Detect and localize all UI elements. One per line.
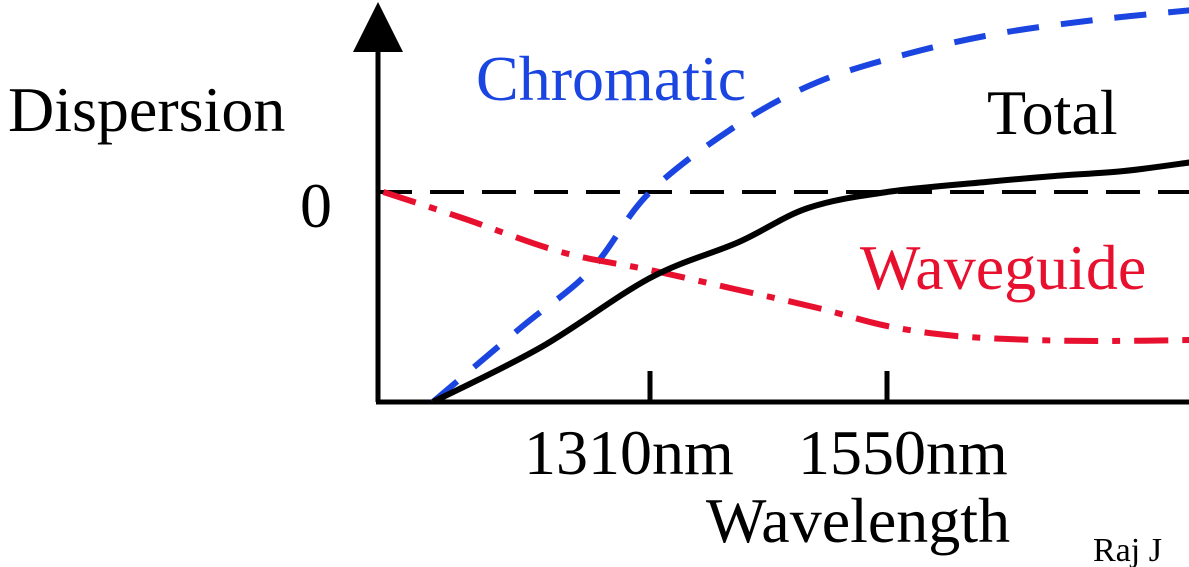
x-axis-label: Wavelength (706, 485, 1010, 556)
x-tick-label-1310: 1310nm (524, 417, 734, 488)
credit-text: Raj J (1093, 532, 1162, 567)
series-waveguide-line (382, 189, 1189, 345)
x-tick-label-1550: 1550nm (798, 417, 1008, 488)
series-label-chromatic: Chromatic (476, 43, 746, 114)
series-label-total: Total (987, 77, 1118, 148)
series-total-line (431, 159, 1189, 405)
series-label-waveguide: Waveguide (860, 232, 1146, 303)
series-chromatic-line (430, 7, 1189, 405)
y-axis-label: Dispersion (8, 74, 285, 145)
y-tick-label-0: 0 (300, 170, 332, 241)
